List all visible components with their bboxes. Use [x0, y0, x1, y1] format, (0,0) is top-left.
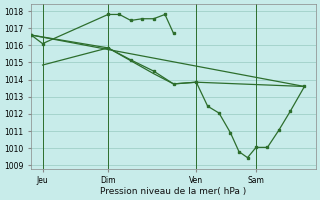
X-axis label: Pression niveau de la mer( hPa ): Pression niveau de la mer( hPa ) — [100, 187, 247, 196]
